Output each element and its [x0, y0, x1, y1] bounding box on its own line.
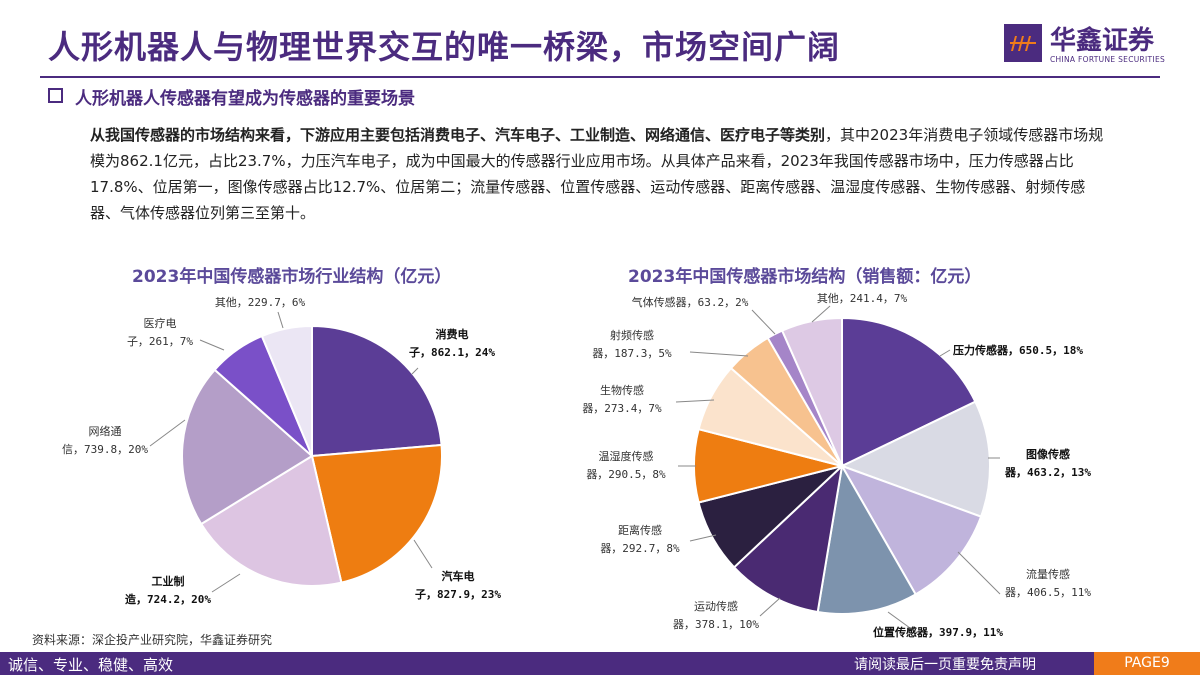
product-slice-label-4: 运动传感器，378.1，10% — [673, 600, 759, 631]
product-slice-label-8: 射频传感器，187.3，5% — [592, 328, 672, 360]
product-pie-slice-0 — [841, 316, 977, 468]
industry-leader-line-2 — [211, 573, 241, 593]
section-subtitle: 人形机器人传感器有望成为传感器的重要场景 — [48, 84, 415, 109]
body-rest-text: ，其中2023年消费电子领域传感器市场规模为862.1亿元，占比23.7%，力压… — [90, 126, 1104, 222]
pie-charts: 消费电子，862.1，24% 汽车电子，827.9，23% 工业制造，724.2，2… — [62, 292, 1091, 639]
product-leader-line-7 — [675, 399, 715, 403]
product-leader-line-4 — [759, 597, 781, 617]
industry-leader-line-1 — [413, 539, 433, 569]
industry-pie-slice-1 — [310, 443, 443, 584]
body-bold-text: 从我国传感器的市场结构来看，下游应用主要包括消费电子、汽车电子、工业制造、网络通… — [90, 126, 826, 144]
industry-slice-label-2: 工业制造，724.2，20% — [125, 574, 211, 606]
product-leader-line-5 — [689, 534, 717, 542]
header-divider — [40, 76, 1160, 78]
industry-slice-label-0: 消费电子，862.1，24% — [409, 327, 495, 359]
page-number: PAGE9 — [1094, 652, 1200, 675]
left-chart-title: 2023年中国传感器市场行业结构（亿元） — [132, 267, 452, 287]
footer-disclaimer: 请阅读最后一页重要免责声明 — [854, 657, 1036, 673]
product-slice-label-2: 流量传感器，406.5，11% — [1005, 567, 1091, 599]
industry-leader-line-5 — [277, 311, 284, 329]
footer-slogan: 诚信、专业、稳健、高效 — [8, 656, 174, 674]
industry-slice-label-1: 汽车电子，827.9，23% — [415, 569, 501, 601]
product-slice-label-0: 压力传感器，650.5，18% — [953, 343, 1083, 357]
industry-pie-slice-2 — [199, 454, 343, 587]
product-leader-line-3 — [887, 611, 911, 629]
product-leader-line-9 — [751, 309, 776, 335]
product-slice-label-5: 距离传感器，292.7，8% — [600, 523, 680, 555]
product-leader-line-8 — [689, 351, 749, 357]
industry-leader-line-3 — [149, 419, 186, 447]
source-note: 资料来源：深企投产业研究院，华鑫证券研究 — [32, 633, 273, 647]
product-pie-slice-2 — [839, 464, 983, 596]
section-subtitle-text: 人形机器人传感器有望成为传感器的重要场景 — [75, 89, 415, 109]
product-slice-label-10: 其他，241.4，7% — [817, 292, 908, 305]
industry-pie-slice-5 — [260, 324, 313, 457]
logo-text-cn: 华鑫证券 — [1050, 26, 1155, 56]
logo-text-en: CHINA FORTUNE SECURITIES — [1050, 55, 1166, 64]
industry-leader-line-4 — [199, 339, 225, 351]
product-pie-slice-1 — [839, 400, 991, 518]
body-paragraph: 从我国传感器的市场结构来看，下游应用主要包括消费电子、汽车电子、工业制造、网络通… — [90, 122, 1110, 226]
logo-mark-icon — [1004, 24, 1042, 62]
product-leader-line-2 — [957, 551, 1001, 595]
industry-pie-slice-0 — [311, 324, 443, 458]
product-pie-slice-3 — [816, 463, 918, 615]
product-slice-label-6: 温湿度传感器，290.5，8% — [586, 449, 666, 481]
footer-bar: 诚信、专业、稳健、高效 请阅读最后一页重要免责声明 PAGE9 — [0, 652, 1200, 675]
industry-leader-line-0 — [411, 367, 419, 375]
product-slice-label-9: 气体传感器，63.2，2% — [632, 295, 749, 309]
industry-slice-label-4: 医疗电子，261，7% — [127, 316, 193, 348]
product-pie-slice-4 — [732, 463, 844, 614]
product-slice-label-1: 图像传感器，463.2，13% — [1004, 447, 1091, 479]
checkbox-bullet-icon — [48, 88, 63, 103]
industry-slice-label-3: 网络通信，739.8，20% — [62, 424, 148, 456]
page-title: 人形机器人与物理世界交互的唯一桥梁，市场空间广阔 — [48, 28, 841, 66]
product-slice-label-3: 位置传感器，397.9，11% — [873, 625, 1003, 639]
industry-pie-slice-3 — [181, 368, 314, 526]
product-leader-line-0 — [939, 349, 951, 357]
industry-slice-label-5: 其他，229.7，6% — [215, 296, 306, 309]
company-logo: 华鑫证券 CHINA FORTUNE SECURITIES — [1004, 20, 1166, 70]
product-leader-line-10 — [811, 305, 831, 323]
product-pie-slice-10 — [780, 316, 843, 467]
right-chart-title: 2023年中国传感器市场结构（销售额：亿元） — [628, 267, 982, 287]
product-slice-label-7: 生物传感器，273.4，7% — [582, 383, 662, 415]
